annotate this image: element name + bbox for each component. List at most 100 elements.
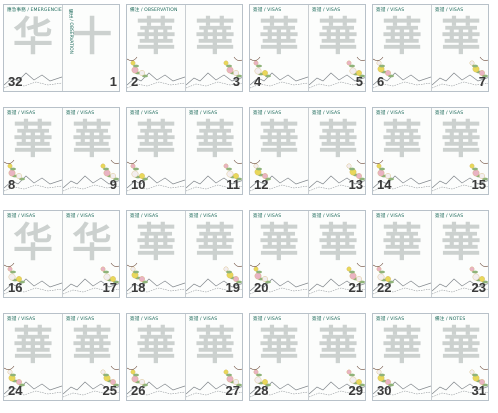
great-wall-line (373, 287, 431, 295)
page-header: 簽證 / VISAS (312, 111, 341, 116)
passport-page: 華備注 / OBSERVATION 2 (127, 5, 185, 91)
flower (349, 67, 357, 75)
page-number: 14 (377, 177, 392, 192)
leaf (472, 167, 478, 171)
mountain-line (127, 175, 185, 189)
watermark-glyph: 華 (13, 322, 53, 369)
great-wall-line (373, 390, 431, 398)
page-number: 32 (8, 74, 23, 89)
passport-spread: 華簽證 / VISAS 28 華簽證 / VISAS 29 (249, 313, 366, 401)
leaf (472, 270, 478, 274)
mountain-line (373, 72, 431, 86)
watermark-glyph: 華 (318, 322, 358, 369)
great-wall-line (309, 287, 365, 295)
great-wall-line (127, 390, 185, 398)
page-number: 4 (254, 74, 262, 89)
leaf (256, 270, 262, 274)
page-header: 簽證 / VISAS (189, 111, 218, 116)
flower (7, 369, 13, 375)
page-number: 27 (225, 383, 240, 398)
page-header: 備注 / OBSERVATION (130, 8, 178, 13)
mountain-line (309, 175, 365, 189)
mountain-line (63, 278, 119, 292)
page-number: 26 (131, 383, 146, 398)
leaf (226, 270, 232, 274)
passport-spread: 華簽證 / VISAS 26 華簽證 / VISAS 27 (126, 313, 243, 401)
mountain-line (186, 381, 242, 395)
passport-page: 華簽證 / VISAS 18 (127, 211, 185, 297)
mountain-line (250, 381, 308, 395)
flower (376, 60, 382, 66)
page-header: 備注 / NOTES (435, 317, 466, 322)
leaf (256, 64, 262, 68)
plum-branch (356, 56, 365, 61)
mountain-line (432, 72, 488, 86)
flower (16, 276, 22, 282)
watermark-glyph: 華 (259, 13, 299, 60)
mountain-line (373, 175, 431, 189)
plum-branch (250, 56, 261, 61)
passport-spread: 華簽證 / VISAS 12 華簽證 / VISAS 13 (249, 107, 366, 195)
page-number: 19 (225, 280, 240, 295)
mountain-line (4, 72, 62, 86)
page-number: 25 (102, 383, 117, 398)
great-wall-line (4, 390, 62, 398)
flower (262, 173, 268, 179)
plum-branch (373, 262, 384, 267)
flower (376, 266, 382, 272)
flower (346, 60, 352, 66)
leaf (256, 373, 262, 377)
watermark-glyph: 華 (259, 219, 299, 266)
page-header: 簽證 / VISAS (435, 214, 464, 219)
watermark-glyph: 華 (441, 116, 481, 163)
leaf (472, 373, 478, 377)
flower (472, 273, 480, 281)
flower (100, 369, 106, 375)
page-header: 簽證 / VISAS (312, 8, 341, 13)
flower (346, 163, 352, 169)
flower (356, 70, 362, 76)
page-number: 31 (471, 383, 486, 398)
page-number: 2 (131, 74, 139, 89)
plum-branch (127, 365, 138, 370)
watermark-glyph: 華 (259, 116, 299, 163)
passport-spread: 華簽證 / VISAS 10 華簽證 / VISAS 11 (126, 107, 243, 195)
flower (262, 70, 268, 76)
great-wall-line (373, 184, 431, 192)
page-header: 簽證 / VISAS (7, 111, 36, 116)
flower (254, 376, 262, 384)
page-number: 22 (377, 280, 392, 295)
page-header: 簽證 / VISAS (253, 111, 282, 116)
flower (233, 173, 239, 179)
flower (385, 70, 391, 76)
flower (472, 169, 480, 177)
plum-branch (127, 159, 138, 164)
page-number: 10 (131, 177, 146, 192)
great-wall-line (432, 81, 488, 89)
watermark-glyph: 華 (382, 219, 422, 266)
flower (110, 379, 116, 385)
great-wall-line (309, 390, 365, 398)
watermark-glyph: 華 (136, 322, 176, 369)
watermark-glyph: 華 (318, 116, 358, 163)
passport-page: 華簽證 / VISAS 30 (373, 314, 431, 400)
passport-spread: 华簽證 / VISAS 16 华簽證 / VISAS 17 (3, 210, 120, 298)
flower (253, 369, 259, 375)
flower (346, 369, 352, 375)
watermark-glyph: 十 (72, 13, 112, 60)
leaf (103, 373, 109, 377)
landscape-illustration (250, 262, 308, 295)
landscape-illustration (432, 262, 488, 295)
page-number: 1 (109, 74, 117, 89)
passport-page: 華簽證 / VISAS 26 (127, 314, 185, 400)
flower (139, 70, 145, 76)
landscape-illustration (63, 365, 119, 398)
landscape-illustration (63, 159, 119, 192)
passport-spread: 華簽證 / VISAS 4 華簽證 / VISAS 5 (249, 4, 366, 92)
great-wall-line (63, 184, 119, 192)
plum-branch (373, 56, 384, 61)
passport-page: 华簽證 / VISAS 16 (4, 211, 62, 297)
flower (385, 276, 391, 282)
passport-page: 十備注 / OBSERVATION 1 (62, 5, 119, 91)
watermark-glyph: 華 (441, 13, 481, 60)
